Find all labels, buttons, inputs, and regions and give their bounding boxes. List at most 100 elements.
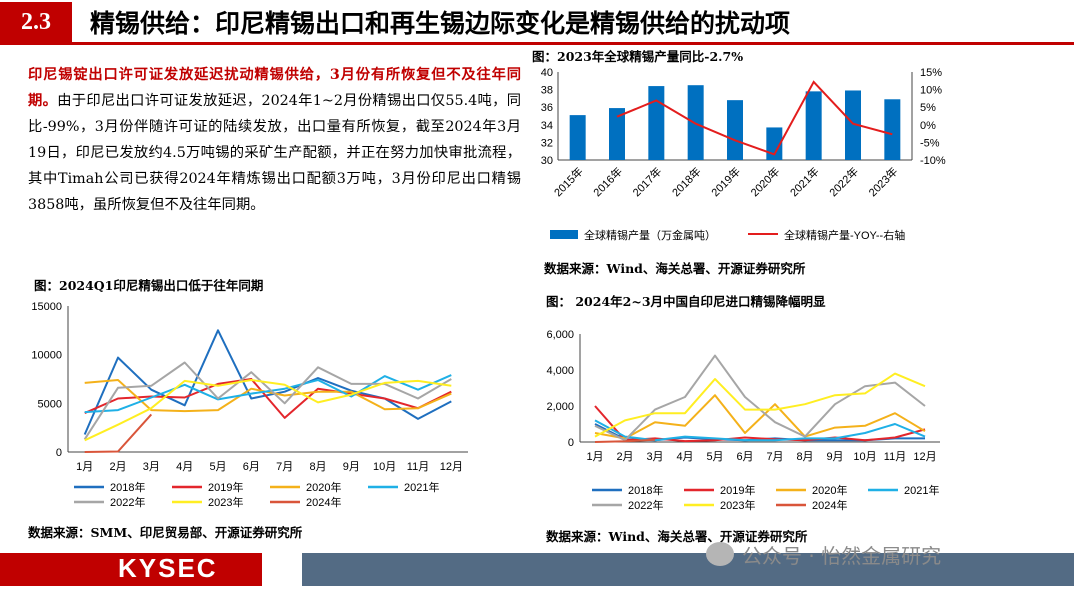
chart1-ytick-right: -5% [920, 137, 940, 149]
chart2-xtick: 10月 [373, 461, 396, 473]
chart1-xtick: 2020年 [747, 164, 782, 199]
chart2-xtick: 2月 [109, 461, 126, 473]
footer-separator [262, 553, 302, 586]
chart3-xtick: 4月 [676, 451, 693, 463]
chart1-yoy-line [616, 80, 893, 156]
chart3-series-line [594, 372, 926, 438]
chart3-ytick: 0 [568, 437, 574, 449]
chart3-legend-label: 2020年 [812, 483, 847, 497]
chart3-xtick: 7月 [766, 451, 783, 463]
section-number-badge: 2.3 [0, 2, 72, 42]
chart1-xtick: 2016年 [590, 164, 625, 199]
chart2-xtick: 11月 [407, 461, 429, 473]
chart3-xtick: 6月 [736, 451, 753, 463]
chart1-ytick-right: 10% [920, 85, 942, 97]
chart3-ytick: 2,000 [546, 401, 574, 413]
chart2-series-line [84, 374, 452, 414]
chart3-caption: 图： 2024年2~3月中国自印尼进口精锡降幅明显 [546, 294, 826, 309]
chart1-ytick-right: 5% [920, 102, 936, 114]
chart2-xtick: 6月 [243, 461, 260, 473]
chart3-xtick: 11月 [884, 451, 906, 463]
chart1-xtick: 2017年 [629, 164, 664, 199]
chart3-legend-label: 2023年 [720, 498, 755, 512]
chart1-legend-bar-label: 全球精锡产量（万金属吨） [584, 228, 716, 242]
chart1-ytick-left: 40 [541, 67, 553, 79]
chart1-legend-swatch-bar [550, 230, 578, 239]
chart2-line: 0 5000 10000 15000 1月 2月 3月 4月 5月 6月 7月 8月 9月 10月 11月 1… [31, 301, 468, 509]
chart1-ytick-left: 30 [541, 155, 553, 167]
chart2-xtick: 4月 [176, 461, 193, 473]
chart2-legend-label: 2023年 [208, 495, 243, 509]
chart1-bar [569, 115, 586, 160]
chart3-xtick: 8月 [796, 451, 813, 463]
chart2-ytick: 15000 [31, 301, 62, 313]
watermark-text: 公众号 · 怡然金属研究 [742, 544, 942, 568]
chart3-legend-label: 2024年 [812, 498, 847, 512]
chart2-series-line [84, 379, 452, 442]
chart2-legend-label: 2021年 [404, 480, 439, 494]
chart2-xtick: 12月 [440, 461, 463, 473]
chart3-xtick: 9月 [826, 451, 843, 463]
wechat-icon [706, 542, 734, 566]
chart1-ytick-left: 36 [541, 102, 553, 114]
chart1-bar [609, 108, 625, 160]
chart1-xtick: 2022年 [826, 164, 861, 199]
chart1-bar [884, 99, 901, 160]
chart1-legend-line-label: 全球精锡产量-YOY--右轴 [784, 228, 905, 242]
chart1-bar [805, 91, 822, 160]
chart2-xtick: 8月 [309, 461, 326, 473]
chart3-legend-label: 2018年 [628, 483, 663, 497]
chart1-source: 数据来源：Wind、海关总署、开源证券研究所 [544, 261, 806, 276]
chart1-ytick-right: 15% [920, 67, 942, 79]
chart1-ytick-right: -10% [920, 155, 946, 167]
chart1-bar [727, 100, 743, 160]
chart2-source: 数据来源：SMM、印尼贸易部、开源证券研究所 [28, 525, 303, 540]
chart2-legend-label: 2022年 [110, 495, 145, 509]
chart1-xtick: 2023年 [865, 164, 900, 199]
chart1-xtick: 2019年 [708, 164, 743, 199]
summary-body: 由于印尼出口许可证发放延迟，2024年1~2月份精锡出口仅55.4吨，同比-99… [28, 93, 521, 213]
chart1-ytick-right: 0% [920, 120, 936, 132]
chart2-ytick: 0 [56, 447, 62, 459]
chart3-xtick: 1月 [586, 451, 603, 463]
chart3-legend-label: 2022年 [628, 498, 663, 512]
chart1-bar [845, 90, 861, 160]
chart1-caption: 图：2023年全球精锡产量同比-2.7% [532, 49, 744, 64]
chart1-xtick: 2015年 [551, 164, 586, 199]
chart1-ytick-left: 32 [541, 137, 553, 149]
chart3-series-line [594, 394, 926, 440]
chart2-xtick: 3月 [143, 461, 160, 473]
chart1-bar [766, 127, 783, 160]
chart2-xtick: 7月 [276, 461, 293, 473]
chart3-xtick: 3月 [646, 451, 663, 463]
chart1-ytick-left: 38 [541, 85, 553, 97]
chart1-ytick-left: 34 [541, 120, 553, 132]
summary-paragraph: 印尼锡锭出口许可证发放延迟扰动精锡供给，3月份有所恢复但不及往年同期。由于印尼出… [28, 62, 521, 218]
chart2-series-line [84, 378, 452, 419]
chart2-xtick: 5月 [209, 461, 226, 473]
chart2-caption: 图：2024Q1印尼精锡出口低于往年同期 [34, 278, 264, 293]
chart3-xtick: 2月 [616, 451, 633, 463]
chart3-series-line [594, 405, 926, 443]
kysec-logo: KYSEC [118, 553, 218, 583]
chart1-bar [648, 86, 665, 160]
footer-gray-band [302, 553, 1074, 586]
chart2-legend-label: 2024年 [306, 495, 341, 509]
chart2-xtick: 1月 [76, 461, 93, 473]
chart3-ytick: 4,000 [546, 365, 574, 377]
header-divider [0, 42, 1074, 45]
chart1-xtick: 2021年 [787, 164, 822, 199]
chart2-series-line [84, 413, 153, 453]
chart1-xtick: 2018年 [669, 164, 704, 199]
chart2-xtick: 9月 [343, 461, 360, 473]
chart3-series-line [594, 438, 656, 443]
chart3-xtick: 5月 [706, 451, 723, 463]
chart3-legend-label: 2021年 [904, 483, 939, 497]
chart3-xtick: 12月 [913, 451, 936, 463]
chart2-series-line [83, 329, 452, 435]
summary-lead: 印尼锡锭出口许可证发放延迟扰动精锡供给，3月份有所恢复但不及往年同期。 [28, 67, 521, 109]
chart2-legend-label: 2020年 [306, 480, 341, 494]
chart3-source: 数据来源：Wind、海关总署、开源证券研究所 [546, 529, 808, 544]
chart3-line: 0 2,000 4,000 6,000 1月 2月 3月 4月 5月 6月 7月 8月 9月 10月 11月… [546, 329, 940, 512]
